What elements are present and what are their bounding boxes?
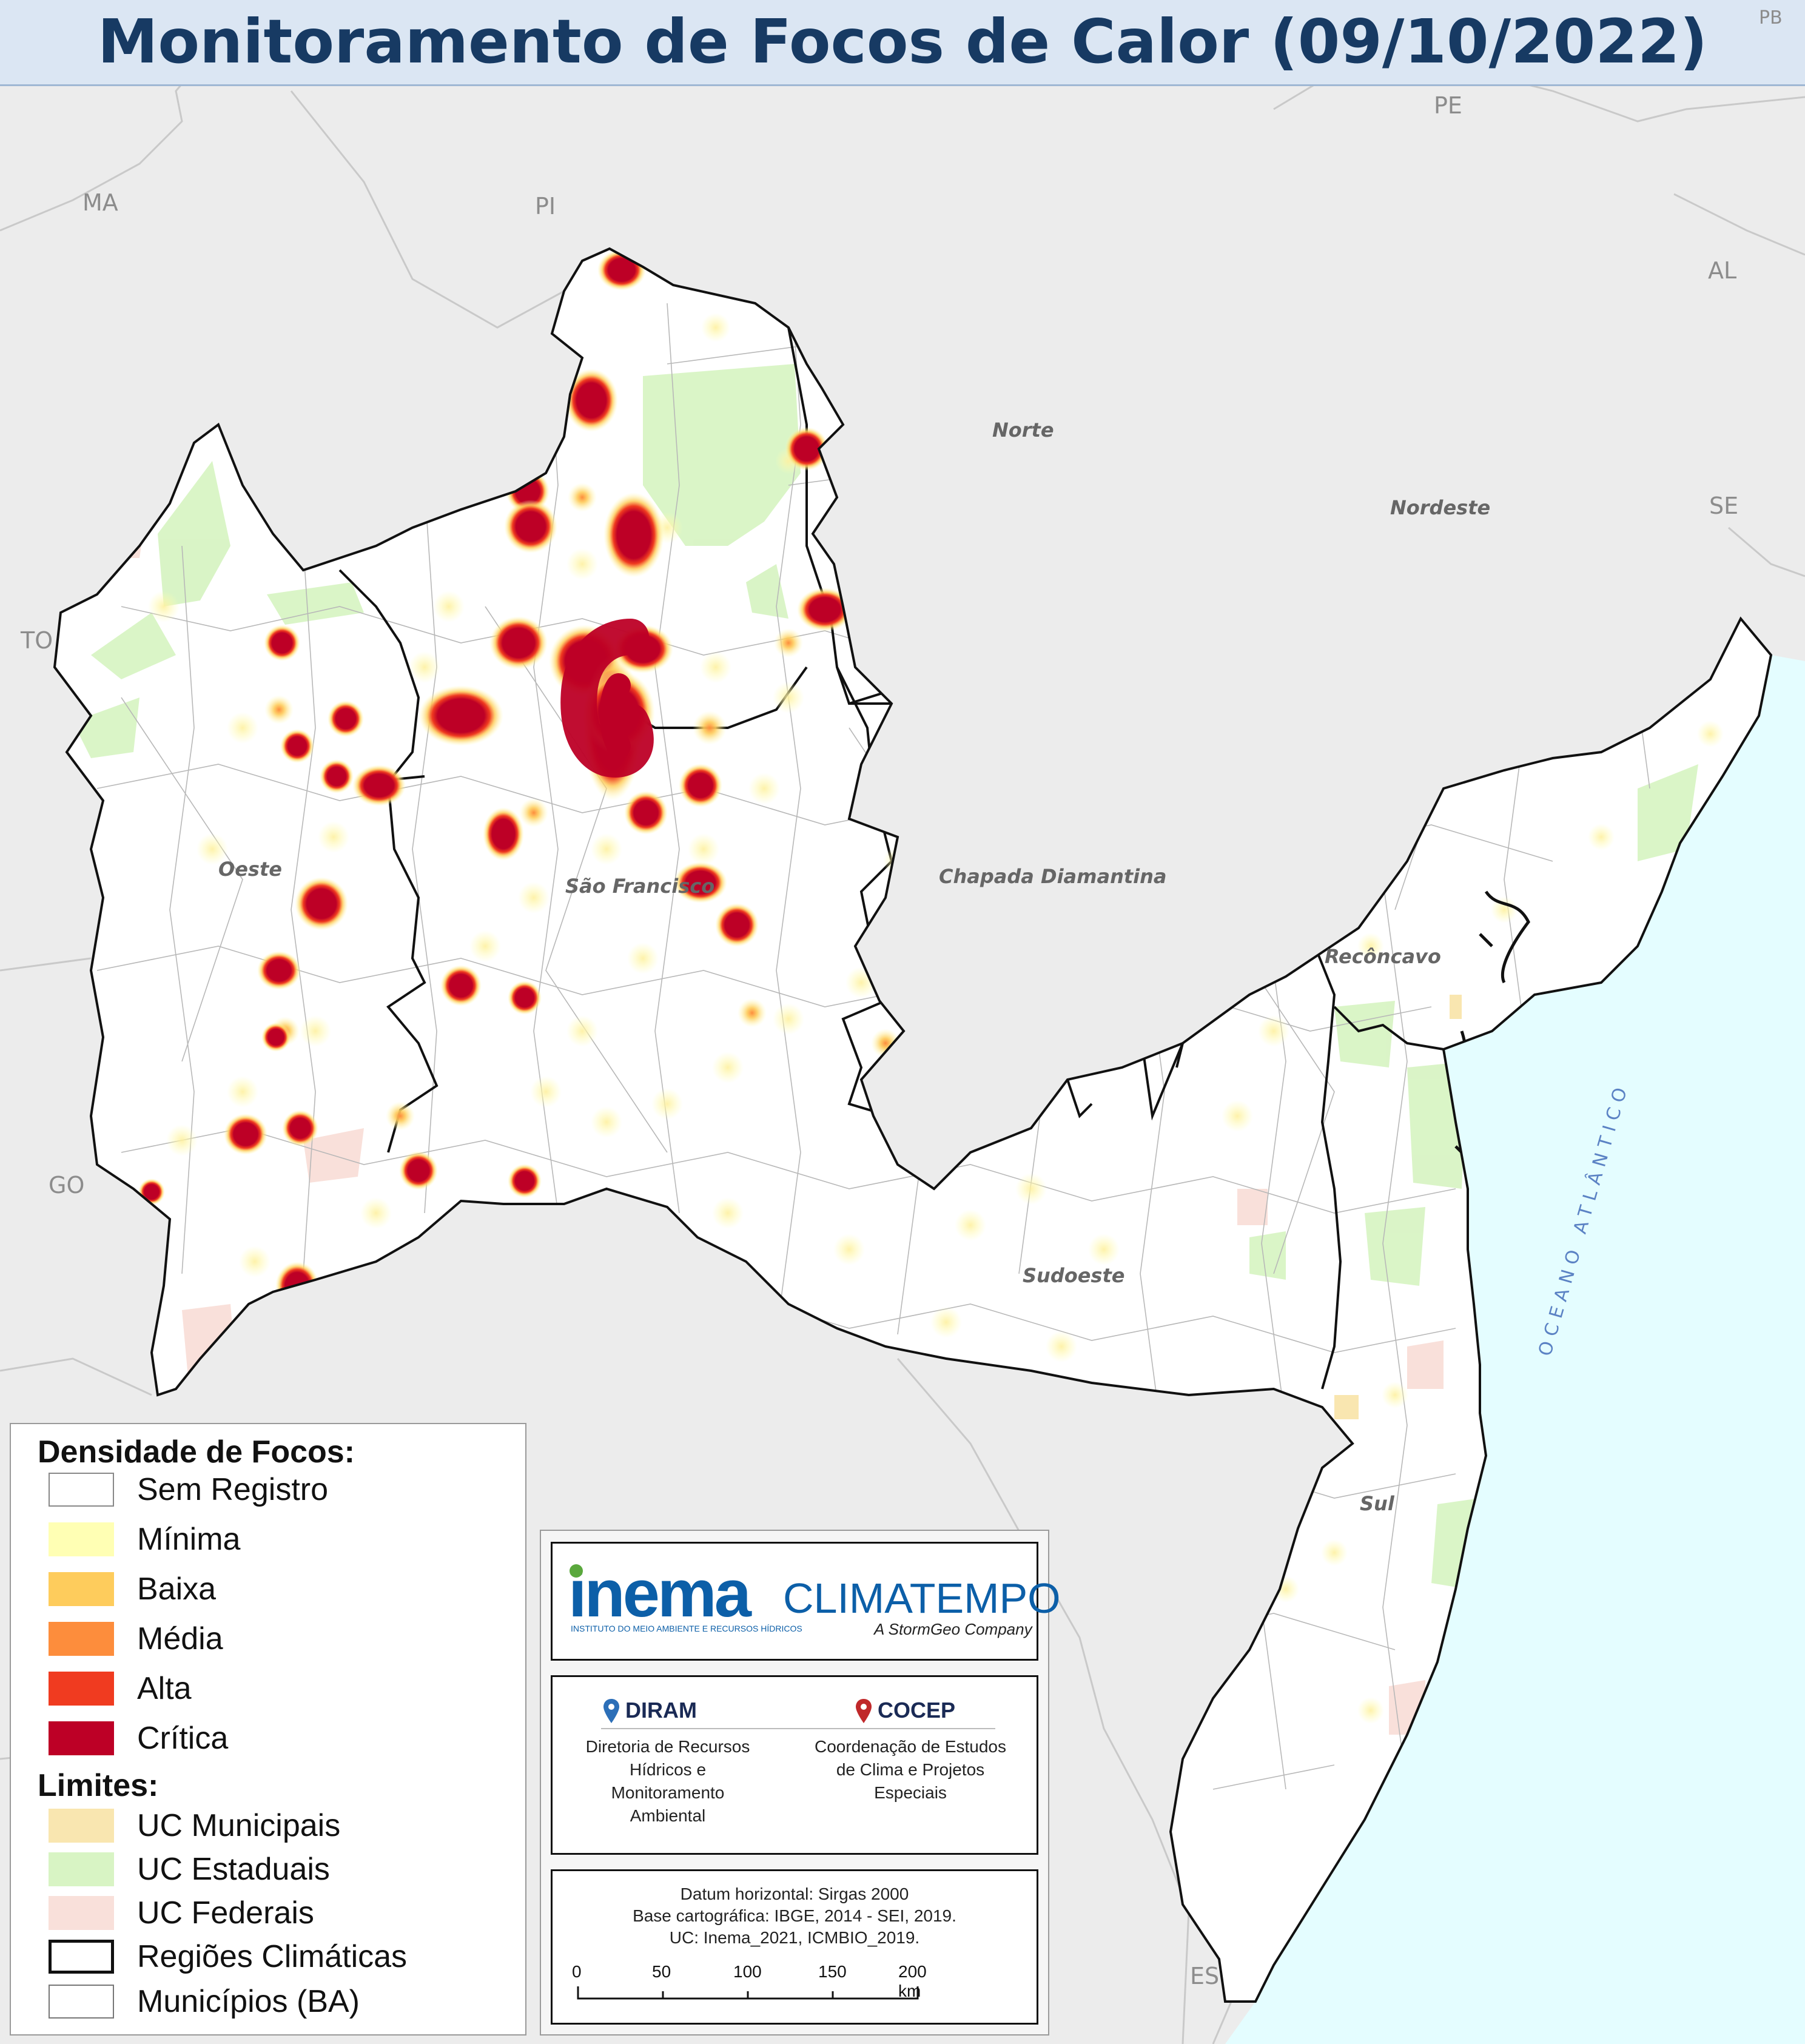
inema-logo-dot-icon — [570, 1564, 583, 1578]
inema-logo: inema — [568, 1556, 751, 1631]
legend-swatch — [49, 1985, 114, 2019]
legend-item-uc-federais: UC Federais — [38, 1894, 511, 1932]
legend-swatch — [49, 1522, 114, 1556]
legend-label: Média — [137, 1621, 223, 1656]
legend-swatch — [49, 1721, 114, 1755]
legend-item-sem-registro: Sem Registro — [38, 1470, 511, 1509]
diram-desc-line: Ambiental — [630, 1806, 706, 1825]
state-label-to: TO — [21, 627, 53, 654]
climatempo-logo: CLIMATEMPO — [783, 1575, 1061, 1622]
state-label-pi: PI — [535, 193, 556, 220]
scale-tick-label: 0 — [572, 1962, 582, 1981]
region-label-reconcavo: Recôncavo — [1325, 945, 1441, 968]
orgs-box: DIRAM COCEP Diretoria de Recursos Hídric… — [551, 1675, 1038, 1855]
legend-item-alta: Alta — [38, 1669, 511, 1708]
legend-swatch — [49, 1572, 114, 1606]
diram-desc-line: Monitoramento — [611, 1783, 725, 1802]
cocep-desc-line: Coordenação de Estudos — [815, 1737, 1006, 1756]
info-panel: inema INSTITUTO DO MEIO AMBIENTE E RECUR… — [540, 1530, 1061, 2036]
state-label-se: SE — [1709, 493, 1739, 519]
legend-label: UC Estaduais — [137, 1852, 330, 1887]
state-label-al: AL — [1708, 257, 1737, 284]
legend-swatch — [49, 1622, 114, 1656]
scale-tick-label: 50 — [652, 1962, 671, 1981]
region-label-sudoeste: Sudoeste — [1023, 1264, 1125, 1287]
legend: Densidade de Focos: Sem Registro Mínima … — [10, 1423, 526, 2036]
credits: Datum horizontal: Sirgas 2000 Base carto… — [553, 1883, 1037, 1949]
diram-desc-line: Diretoria de Recursos — [585, 1737, 750, 1756]
legend-item-baixa: Baixa — [38, 1570, 511, 1609]
legend-label: UC Federais — [137, 1895, 314, 1931]
legend-label: Crítica — [137, 1721, 229, 1756]
scale-tick-label: 100 — [733, 1962, 762, 1981]
diram-description: Diretoria de Recursos Hídricos e Monitor… — [565, 1735, 771, 1827]
region-label-sao-francisco: São Francisco — [565, 875, 715, 898]
scale-bar: 0 50 100 150 200 km — [572, 1962, 927, 2005]
legend-label: Mínima — [137, 1522, 241, 1557]
cocep-pin-icon — [856, 1699, 872, 1723]
climatempo-tagline: A StormGeo Company — [874, 1620, 1032, 1638]
title-bar: Monitoramento de Focos de Calor (09/10/2… — [0, 0, 1805, 86]
region-label-chapada-diamantina: Chapada Diamantina — [939, 865, 1167, 888]
scale-tick-label: 150 — [818, 1962, 847, 1981]
legend-item-critica: Crítica — [38, 1719, 511, 1758]
legend-label: Alta — [137, 1671, 192, 1706]
legend-density-title: Densidade de Focos: — [38, 1434, 355, 1470]
region-label-oeste: Oeste — [218, 858, 282, 881]
legend-item-uc-municipais: UC Municipais — [38, 1806, 511, 1845]
legend-label: Sem Registro — [137, 1472, 328, 1507]
cocep-heading: COCEP — [878, 1698, 956, 1723]
state-label-ma: MA — [82, 189, 118, 216]
legend-swatch — [49, 1940, 114, 1974]
credit-line: UC: Inema_2021, ICMBIO_2019. — [669, 1928, 920, 1947]
credit-line: Base cartográfica: IBGE, 2014 - SEI, 201… — [633, 1906, 956, 1925]
legend-swatch — [49, 1852, 114, 1886]
legend-limits-title: Limites: — [38, 1768, 159, 1803]
cocep-description: Coordenação de Estudos de Clima e Projet… — [795, 1735, 1026, 1804]
legend-label: Regiões Climáticas — [137, 1939, 408, 1974]
legend-item-uc-estaduais: UC Estaduais — [38, 1850, 511, 1889]
logo-box: inema INSTITUTO DO MEIO AMBIENTE E RECUR… — [551, 1542, 1061, 1661]
diram-pin-icon — [603, 1699, 619, 1723]
legend-swatch — [49, 1473, 114, 1507]
cocep-desc-line: Especiais — [874, 1783, 947, 1802]
legend-label: Baixa — [137, 1572, 217, 1607]
legend-item-municipios: Municípios (BA) — [38, 1982, 511, 2021]
orgs-divider — [601, 1728, 995, 1729]
state-label-es: ES — [1190, 1963, 1220, 1989]
cocep-desc-line: de Clima e Projetos — [836, 1760, 985, 1779]
legend-swatch — [49, 1809, 114, 1843]
state-label-pe: PE — [1434, 92, 1462, 119]
legend-item-media: Média — [38, 1619, 511, 1658]
region-label-norte: Norte — [992, 419, 1054, 442]
legend-swatch — [49, 1672, 114, 1706]
region-label-nordeste: Nordeste — [1390, 496, 1491, 519]
state-label-go: GO — [49, 1172, 85, 1198]
diram-heading: DIRAM — [625, 1698, 697, 1723]
inema-subtitle: INSTITUTO DO MEIO AMBIENTE E RECURSOS HÍ… — [571, 1624, 802, 1633]
legend-item-minima: Mínima — [38, 1520, 511, 1559]
scale-tick-label: 200 km — [898, 1962, 927, 2000]
legend-item-regioes-climaticas: Regiões Climáticas — [38, 1937, 511, 1976]
diram-desc-line: Hídricos e — [629, 1760, 707, 1779]
legend-label: Municípios (BA) — [137, 1984, 360, 2019]
legend-swatch — [49, 1896, 114, 1930]
credit-line: Datum horizontal: Sirgas 2000 — [680, 1884, 909, 1903]
legend-label: UC Municipais — [137, 1808, 341, 1843]
credits-box: Datum horizontal: Sirgas 2000 Base carto… — [551, 1869, 1038, 2025]
scale-bar-line — [577, 1986, 919, 2000]
map-title: Monitoramento de Focos de Calor (09/10/2… — [97, 6, 1708, 77]
region-label-sul: Sul — [1360, 1492, 1394, 1515]
state-label-pb: PB — [1759, 7, 1783, 29]
